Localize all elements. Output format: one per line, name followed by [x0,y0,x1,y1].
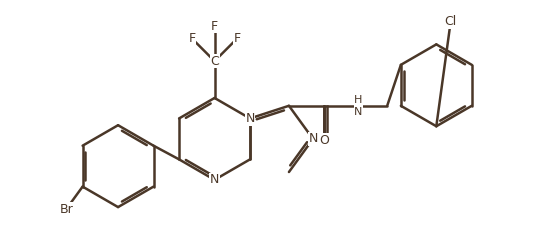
Text: F: F [211,20,218,33]
Text: C: C [210,55,219,68]
Text: H
N: H N [355,95,363,117]
Text: N: N [210,173,219,186]
Text: Cl: Cl [444,15,457,28]
Text: F: F [188,32,196,45]
Text: Br: Br [59,203,73,216]
Text: N: N [245,112,254,125]
Text: F: F [233,32,240,45]
Text: N: N [308,132,317,145]
Text: O: O [319,134,329,147]
